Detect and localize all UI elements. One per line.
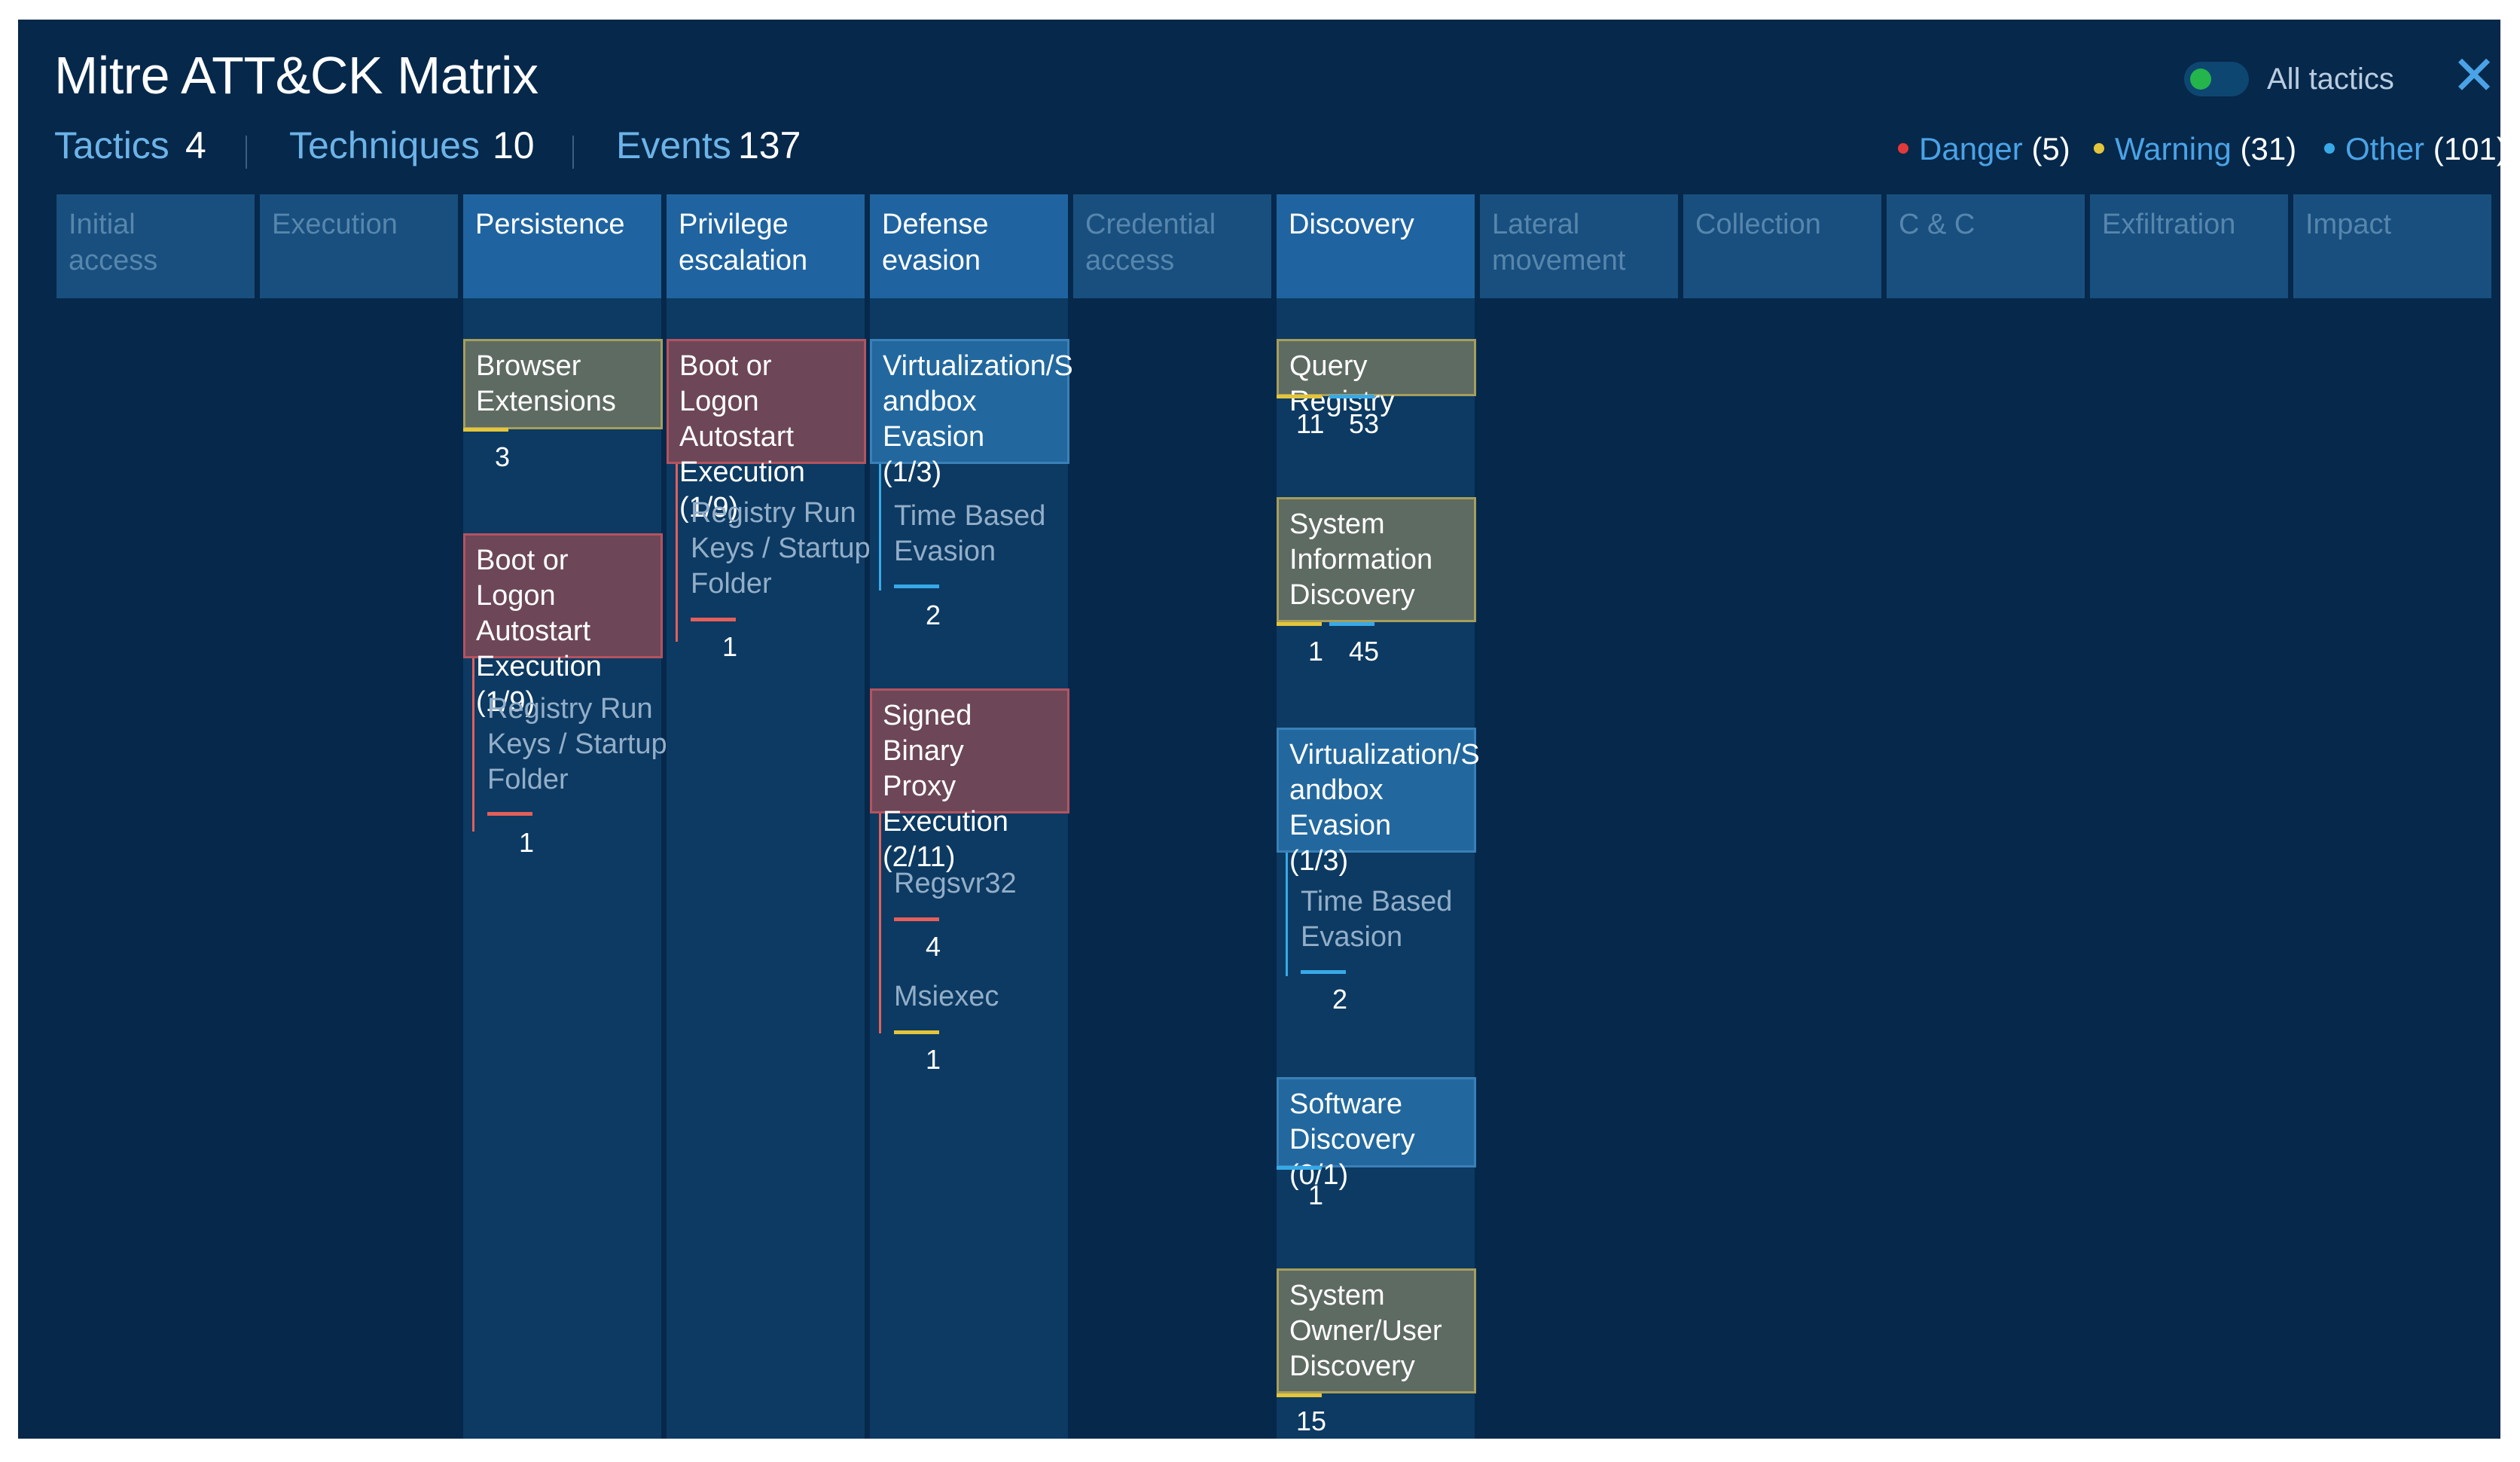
- techniques-label: Techniques: [289, 124, 480, 166]
- technique-virtualization-sandbox-evasion[interactable]: Virtualization/S andbox Evasion (1/3): [870, 339, 1073, 488]
- events-count: 137: [738, 124, 801, 166]
- tactics-label: Tactics: [54, 124, 169, 166]
- legend-other-count: (101): [2433, 131, 2500, 166]
- subtechnique-count: 2: [926, 600, 941, 630]
- technique-virtualization-sandbox-evasion[interactable]: Virtualization/S andbox Evasion (1/3): [1277, 728, 1480, 877]
- subtechnique-connector: [879, 464, 881, 591]
- all-tactics-toggle[interactable]: [2184, 62, 2249, 96]
- danger-bar: [691, 618, 736, 621]
- technique-boot-logon-autostart[interactable]: Boot or Logon Autostart Execution (1/9): [463, 533, 663, 718]
- subtechnique-regsvr32[interactable]: Regsvr32: [894, 868, 1017, 899]
- warning-bar: [1277, 622, 1322, 626]
- warning-bar: [894, 1030, 939, 1034]
- technique-system-owner-user-discovery[interactable]: System Owner/User Discovery: [1277, 1268, 1476, 1393]
- warning-bar: [463, 428, 508, 432]
- legend-other-label: Other: [2345, 131, 2425, 166]
- tactic-defense-evasion[interactable]: Defense evasion: [870, 194, 1068, 298]
- danger-bar: [487, 812, 532, 816]
- techniques-count: 10: [493, 124, 535, 166]
- danger-bar: [894, 917, 939, 921]
- other-count: 45: [1349, 636, 1380, 667]
- subtechnique-connector: [472, 658, 474, 832]
- tactic-privilege-escalation[interactable]: Privilege escalation: [667, 194, 865, 298]
- technique-system-information-discovery[interactable]: System Information Discovery: [1277, 497, 1476, 622]
- technique-count: 1: [1308, 1180, 1324, 1210]
- legend-warning-count: (31): [2240, 131, 2297, 166]
- technique-software-discovery[interactable]: Software Discovery (0/1): [1277, 1077, 1476, 1191]
- warning-count: 11: [1296, 408, 1325, 439]
- legend-warning-label: Warning: [2115, 131, 2232, 166]
- warning-count: 1: [1308, 636, 1324, 667]
- subtechnique-connector: [879, 813, 881, 1033]
- other-bar: [1301, 970, 1346, 974]
- subtechnique-msiexec[interactable]: Msiexec: [894, 981, 999, 1012]
- warning-dot-icon: [2094, 142, 2104, 154]
- stat-divider: [246, 136, 247, 169]
- warning-bar: [1277, 1393, 1322, 1397]
- subtechnique-count: 1: [926, 1044, 941, 1075]
- tactic-persistence[interactable]: Persistence: [463, 194, 661, 298]
- page-title: Mitre ATT&CK Matrix: [54, 46, 538, 105]
- tactic-exfiltration[interactable]: Exfiltration: [2090, 194, 2288, 298]
- danger-dot-icon: [1898, 142, 1908, 154]
- subtechnique-registry-run-keys[interactable]: Registry Run Keys / Startup Folder: [487, 693, 667, 795]
- subtechnique-connector: [676, 464, 678, 642]
- other-bar: [1329, 622, 1374, 626]
- subtechnique-time-based-evasion[interactable]: Time Based Evasion: [894, 500, 1046, 567]
- tactic-execution[interactable]: Execution: [260, 194, 458, 298]
- legend-warning[interactable]: Warning (31): [2094, 131, 2296, 167]
- events-label: Events: [616, 124, 731, 166]
- subtechnique-count: 1: [519, 827, 535, 858]
- tactic-initial-access[interactable]: Initial access: [56, 194, 255, 298]
- technique-count: 15: [1296, 1406, 1327, 1436]
- subtechnique-count: 1: [722, 631, 738, 662]
- legend-danger-count: (5): [2031, 131, 2070, 166]
- legend-danger-label: Danger: [1919, 131, 2023, 166]
- tactic-command-and-control[interactable]: C & C: [1887, 194, 2085, 298]
- close-icon[interactable]: ✕: [2451, 46, 2497, 106]
- technique-browser-extensions[interactable]: Browser Extensions: [463, 339, 663, 429]
- technique-query-registry[interactable]: Query Registry: [1277, 339, 1476, 417]
- tactic-credential-access[interactable]: Credential access: [1073, 194, 1271, 298]
- mitre-matrix-panel: Mitre ATT&CK Matrix Tactics 4 Techniques…: [18, 20, 2500, 1439]
- technique-count: 3: [495, 441, 511, 472]
- other-dot-icon: [2324, 142, 2335, 154]
- toggle-knob: [2190, 69, 2211, 90]
- subtechnique-registry-run-keys[interactable]: Registry Run Keys / Startup Folder: [691, 497, 871, 600]
- other-count: 53: [1349, 408, 1380, 439]
- all-tactics-label: All tactics: [2267, 63, 2394, 96]
- tactic-impact[interactable]: Impact: [2293, 194, 2491, 298]
- tactic-collection[interactable]: Collection: [1683, 194, 1881, 298]
- subtechnique-count: 2: [1332, 984, 1348, 1015]
- tactic-lateral-movement[interactable]: Lateral movement: [1480, 194, 1678, 298]
- other-bar: [1329, 395, 1374, 398]
- stat-divider: [572, 136, 574, 169]
- other-bar: [894, 584, 939, 588]
- legend-danger[interactable]: Danger (5): [1898, 131, 2070, 167]
- subtechnique-count: 4: [926, 931, 941, 962]
- technique-boot-logon-autostart[interactable]: Boot or Logon Autostart Execution (1/9): [667, 339, 866, 523]
- legend-other[interactable]: Other (101): [2324, 131, 2500, 167]
- subtechnique-connector: [1286, 853, 1288, 976]
- tactic-discovery[interactable]: Discovery: [1277, 194, 1475, 298]
- tactics-count: 4: [185, 124, 206, 166]
- technique-signed-binary-proxy-execution[interactable]: Signed Binary Proxy Execution (2/11): [870, 688, 1069, 873]
- subtechnique-time-based-evasion[interactable]: Time Based Evasion: [1301, 886, 1453, 953]
- warning-bar: [1277, 395, 1322, 398]
- other-bar: [1277, 1166, 1322, 1170]
